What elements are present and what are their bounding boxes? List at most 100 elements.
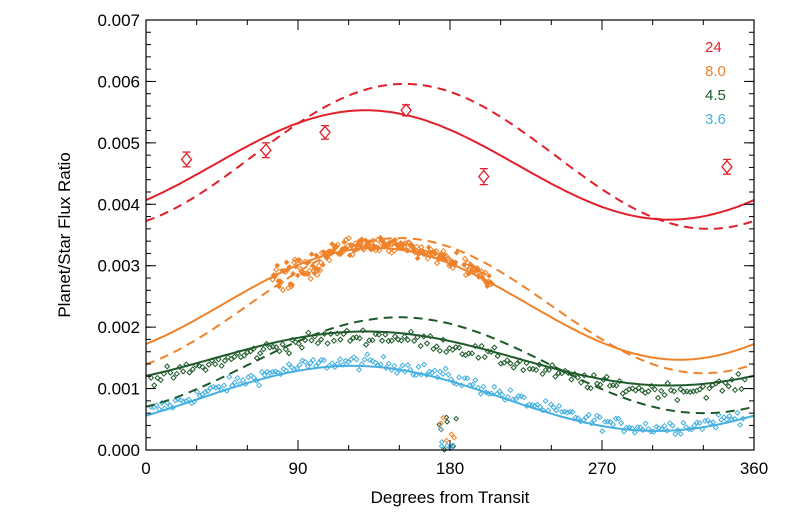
scatter-point-4.5 — [430, 345, 437, 353]
scatter-point-3.6 — [542, 397, 549, 404]
scatter-point-4.5 — [674, 396, 681, 404]
scatter-point-8.0 — [311, 270, 318, 277]
scatter-point-4.5 — [552, 373, 559, 380]
scatter-point-4.5 — [411, 337, 418, 344]
scatter-point-3.6 — [672, 431, 679, 438]
scatter-point-3.6 — [299, 357, 306, 364]
scatter-point-4.5 — [417, 342, 424, 350]
scatter-point-4.5 — [491, 344, 498, 351]
scatter-point-3.6 — [539, 407, 546, 414]
scatter-point-3.6 — [620, 428, 627, 435]
scatter-point-4.5 — [436, 347, 443, 354]
scatter-point-3.6 — [618, 420, 625, 427]
eclipse-point — [436, 421, 443, 428]
scatter-point-3.6 — [593, 412, 600, 419]
scatter-point-4.5 — [456, 344, 463, 351]
scatter-point-3.6 — [553, 407, 560, 414]
y-tick-label: 0.006 — [97, 72, 140, 91]
scatter-point-3.6 — [164, 399, 171, 406]
scatter-point-4.5 — [391, 333, 399, 340]
scatter-point-8.0 — [467, 261, 474, 268]
scatter-point-4.5 — [542, 366, 549, 374]
scatter-point-8.0 — [413, 243, 420, 250]
scatter-point-3.6 — [564, 409, 571, 416]
scatter-point-3.6 — [726, 412, 733, 419]
scatter-point-4.5 — [661, 391, 668, 399]
scatter-point-8.0 — [484, 283, 491, 290]
scatter-point-4.5 — [324, 340, 331, 347]
scatter-point-8.0 — [470, 264, 477, 270]
y-tick-label: 0.001 — [97, 380, 140, 399]
scatter-point-3.6 — [642, 420, 649, 427]
scatter-point-3.6 — [369, 357, 376, 364]
scatter-point-8.0 — [308, 251, 315, 258]
scatter-point-4.5 — [725, 383, 732, 390]
scatter-point-8.0 — [464, 259, 471, 266]
scatter-point-4.5 — [398, 337, 405, 344]
scatter-point-4.5 — [173, 370, 180, 377]
scatter-point-3.6 — [442, 365, 449, 372]
scatter-point-4.5 — [151, 382, 158, 389]
scatter-point-3.6 — [496, 388, 503, 395]
scatter-point-4.5 — [244, 349, 251, 356]
scatter-point-4.5 — [199, 363, 206, 371]
scatter-point-3.6 — [734, 409, 741, 416]
scatter-point-3.6 — [266, 369, 273, 377]
legend-entry-4.5: 4.5 — [705, 87, 726, 104]
data-point-24 — [721, 159, 733, 174]
scatter-point-4.5 — [221, 357, 228, 364]
scatter-point-3.6 — [477, 390, 484, 397]
scatter-point-3.6 — [696, 419, 703, 426]
scatter-point-3.6 — [177, 396, 184, 403]
scatter-point-4.5 — [651, 386, 658, 393]
scatter-point-3.6 — [239, 376, 246, 383]
scatter-point-3.6 — [315, 359, 322, 366]
scatter-point-4.5 — [388, 337, 395, 344]
scatter-point-4.5 — [404, 336, 411, 343]
axes: 0 90 180 270 360 0.000 0.001 0.002 0.003 0.004 0.0… — [55, 11, 768, 507]
scatter-point-3.6 — [439, 370, 446, 377]
data-point-24 — [400, 103, 412, 118]
scatter-point-3.6 — [345, 359, 352, 366]
scatter-point-4.5 — [260, 346, 267, 353]
scatter-point-4.5 — [295, 340, 302, 347]
scatter-point-4.5 — [568, 376, 575, 383]
y-tick-label: 0.005 — [97, 134, 140, 153]
scatter-point-4.5 — [337, 336, 344, 343]
scatter-point-4.5 — [279, 341, 286, 348]
scatter-point-3.6 — [212, 384, 219, 391]
scatter-point-3.6 — [218, 387, 225, 394]
scatter-point-4.5 — [189, 366, 196, 373]
scatter-point-4.5 — [513, 360, 520, 367]
scatter-point-3.6 — [204, 388, 211, 395]
scatter-point-4.5 — [292, 339, 299, 346]
scatter-point-8.0 — [376, 247, 383, 254]
scatter-point-8.0 — [274, 262, 281, 269]
scatter-point-8.0 — [476, 269, 483, 276]
x-tick-label: 0 — [141, 459, 150, 478]
x-axis-title: Degrees from Transit — [371, 488, 530, 507]
scatter-point-4.5 — [558, 370, 565, 377]
scatter-point-4.5 — [170, 374, 177, 381]
eclipse-point — [453, 415, 460, 422]
scatter-point-4.5 — [446, 345, 453, 352]
scatter-point-4.5 — [382, 331, 389, 338]
scatter-point-3.6 — [669, 422, 676, 429]
scatter-point-4.5 — [285, 350, 293, 357]
scatter-point-4.5 — [616, 378, 623, 385]
eclipse-point — [438, 443, 445, 450]
scatter-point-4.5 — [545, 366, 553, 374]
scatter-point-8.0 — [445, 255, 452, 262]
scatter-point-4.5 — [314, 340, 322, 347]
scatter-point-3.6 — [285, 361, 292, 368]
scatter-point-4.5 — [587, 385, 594, 392]
scatter-point-4.5 — [504, 357, 511, 364]
eclipse-point — [438, 420, 444, 427]
scatter-point-8.0 — [414, 255, 421, 262]
scatter-point-3.6 — [202, 389, 209, 396]
model-solid-3.6 — [145, 364, 755, 433]
scatter-point-4.5 — [241, 352, 248, 359]
scatter-point-8.0 — [387, 241, 394, 248]
scatter-point-8.0 — [463, 263, 470, 270]
eclipse-point — [444, 442, 451, 449]
